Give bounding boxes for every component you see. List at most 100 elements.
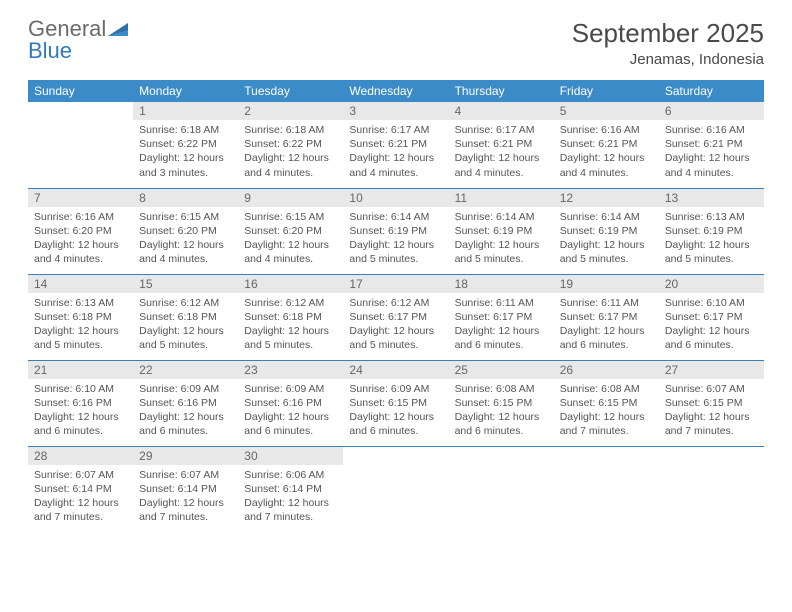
sunset-line: Sunset: 6:17 PM bbox=[455, 310, 548, 324]
weekday-header: Thursday bbox=[449, 80, 554, 102]
daylight-line: Daylight: 12 hours and 6 minutes. bbox=[560, 324, 653, 352]
day-data: Sunrise: 6:11 AMSunset: 6:17 PMDaylight:… bbox=[554, 293, 659, 359]
day-number: 26 bbox=[554, 361, 659, 379]
day-data: Sunrise: 6:09 AMSunset: 6:16 PMDaylight:… bbox=[238, 379, 343, 445]
sunrise-line: Sunrise: 6:16 AM bbox=[665, 123, 758, 137]
sunrise-line: Sunrise: 6:14 AM bbox=[455, 210, 548, 224]
calendar-day-cell: 19Sunrise: 6:11 AMSunset: 6:17 PMDayligh… bbox=[554, 274, 659, 360]
sunrise-line: Sunrise: 6:14 AM bbox=[349, 210, 442, 224]
day-number: 25 bbox=[449, 361, 554, 379]
daylight-line: Daylight: 12 hours and 7 minutes. bbox=[665, 410, 758, 438]
calendar-day-cell: 7Sunrise: 6:16 AMSunset: 6:20 PMDaylight… bbox=[28, 188, 133, 274]
sunrise-line: Sunrise: 6:07 AM bbox=[665, 382, 758, 396]
day-data: Sunrise: 6:12 AMSunset: 6:18 PMDaylight:… bbox=[238, 293, 343, 359]
sunrise-line: Sunrise: 6:15 AM bbox=[139, 210, 232, 224]
weekday-header: Wednesday bbox=[343, 80, 448, 102]
sunrise-line: Sunrise: 6:18 AM bbox=[139, 123, 232, 137]
sunset-line: Sunset: 6:18 PM bbox=[139, 310, 232, 324]
sunset-line: Sunset: 6:15 PM bbox=[455, 396, 548, 410]
calendar-table: Sunday Monday Tuesday Wednesday Thursday… bbox=[28, 80, 764, 532]
calendar-day-cell: 27Sunrise: 6:07 AMSunset: 6:15 PMDayligh… bbox=[659, 360, 764, 446]
daylight-line: Daylight: 12 hours and 5 minutes. bbox=[349, 324, 442, 352]
sunset-line: Sunset: 6:17 PM bbox=[665, 310, 758, 324]
weekday-header: Sunday bbox=[28, 80, 133, 102]
day-data: Sunrise: 6:16 AMSunset: 6:21 PMDaylight:… bbox=[554, 120, 659, 186]
sunrise-line: Sunrise: 6:17 AM bbox=[455, 123, 548, 137]
daylight-line: Daylight: 12 hours and 6 minutes. bbox=[455, 324, 548, 352]
calendar-day-cell: 12Sunrise: 6:14 AMSunset: 6:19 PMDayligh… bbox=[554, 188, 659, 274]
calendar-day-cell: 22Sunrise: 6:09 AMSunset: 6:16 PMDayligh… bbox=[133, 360, 238, 446]
sunrise-line: Sunrise: 6:11 AM bbox=[455, 296, 548, 310]
day-number: 17 bbox=[343, 275, 448, 293]
sunrise-line: Sunrise: 6:09 AM bbox=[244, 382, 337, 396]
sunset-line: Sunset: 6:18 PM bbox=[34, 310, 127, 324]
daylight-line: Daylight: 12 hours and 5 minutes. bbox=[455, 238, 548, 266]
sunrise-line: Sunrise: 6:11 AM bbox=[560, 296, 653, 310]
day-number: 10 bbox=[343, 189, 448, 207]
sunrise-line: Sunrise: 6:14 AM bbox=[560, 210, 653, 224]
calendar-day-cell: 13Sunrise: 6:13 AMSunset: 6:19 PMDayligh… bbox=[659, 188, 764, 274]
day-data: Sunrise: 6:09 AMSunset: 6:16 PMDaylight:… bbox=[133, 379, 238, 445]
calendar-day-cell bbox=[659, 446, 764, 532]
day-data: Sunrise: 6:12 AMSunset: 6:17 PMDaylight:… bbox=[343, 293, 448, 359]
day-data: Sunrise: 6:17 AMSunset: 6:21 PMDaylight:… bbox=[449, 120, 554, 186]
daylight-line: Daylight: 12 hours and 7 minutes. bbox=[139, 496, 232, 524]
day-number: 6 bbox=[659, 102, 764, 120]
calendar-day-cell: 9Sunrise: 6:15 AMSunset: 6:20 PMDaylight… bbox=[238, 188, 343, 274]
calendar-day-cell: 2Sunrise: 6:18 AMSunset: 6:22 PMDaylight… bbox=[238, 102, 343, 188]
day-number: 22 bbox=[133, 361, 238, 379]
daylight-line: Daylight: 12 hours and 6 minutes. bbox=[665, 324, 758, 352]
sunset-line: Sunset: 6:22 PM bbox=[139, 137, 232, 151]
weekday-header: Friday bbox=[554, 80, 659, 102]
day-data: Sunrise: 6:17 AMSunset: 6:21 PMDaylight:… bbox=[343, 120, 448, 186]
sunset-line: Sunset: 6:21 PM bbox=[665, 137, 758, 151]
sunset-line: Sunset: 6:20 PM bbox=[34, 224, 127, 238]
day-number: 20 bbox=[659, 275, 764, 293]
daylight-line: Daylight: 12 hours and 5 minutes. bbox=[244, 324, 337, 352]
calendar-day-cell: 28Sunrise: 6:07 AMSunset: 6:14 PMDayligh… bbox=[28, 446, 133, 532]
sunrise-line: Sunrise: 6:07 AM bbox=[34, 468, 127, 482]
sunset-line: Sunset: 6:19 PM bbox=[560, 224, 653, 238]
daylight-line: Daylight: 12 hours and 5 minutes. bbox=[349, 238, 442, 266]
sunrise-line: Sunrise: 6:10 AM bbox=[34, 382, 127, 396]
day-data: Sunrise: 6:16 AMSunset: 6:21 PMDaylight:… bbox=[659, 120, 764, 186]
day-number: 21 bbox=[28, 361, 133, 379]
sunset-line: Sunset: 6:21 PM bbox=[455, 137, 548, 151]
calendar-day-cell: 18Sunrise: 6:11 AMSunset: 6:17 PMDayligh… bbox=[449, 274, 554, 360]
day-number: 27 bbox=[659, 361, 764, 379]
daylight-line: Daylight: 12 hours and 7 minutes. bbox=[34, 496, 127, 524]
calendar-week-row: 14Sunrise: 6:13 AMSunset: 6:18 PMDayligh… bbox=[28, 274, 764, 360]
day-number: 9 bbox=[238, 189, 343, 207]
day-data: Sunrise: 6:07 AMSunset: 6:14 PMDaylight:… bbox=[28, 465, 133, 531]
day-number: 8 bbox=[133, 189, 238, 207]
calendar-day-cell: 29Sunrise: 6:07 AMSunset: 6:14 PMDayligh… bbox=[133, 446, 238, 532]
day-number: 19 bbox=[554, 275, 659, 293]
sunrise-line: Sunrise: 6:12 AM bbox=[244, 296, 337, 310]
calendar-day-cell: 3Sunrise: 6:17 AMSunset: 6:21 PMDaylight… bbox=[343, 102, 448, 188]
day-number: 2 bbox=[238, 102, 343, 120]
day-number: 15 bbox=[133, 275, 238, 293]
day-number: 29 bbox=[133, 447, 238, 465]
sunrise-line: Sunrise: 6:18 AM bbox=[244, 123, 337, 137]
day-data: Sunrise: 6:16 AMSunset: 6:20 PMDaylight:… bbox=[28, 207, 133, 273]
daylight-line: Daylight: 12 hours and 6 minutes. bbox=[34, 410, 127, 438]
calendar-week-row: 1Sunrise: 6:18 AMSunset: 6:22 PMDaylight… bbox=[28, 102, 764, 188]
daylight-line: Daylight: 12 hours and 4 minutes. bbox=[244, 151, 337, 179]
sunrise-line: Sunrise: 6:06 AM bbox=[244, 468, 337, 482]
day-number: 3 bbox=[343, 102, 448, 120]
day-data: Sunrise: 6:10 AMSunset: 6:16 PMDaylight:… bbox=[28, 379, 133, 445]
sunrise-line: Sunrise: 6:07 AM bbox=[139, 468, 232, 482]
calendar-day-cell: 20Sunrise: 6:10 AMSunset: 6:17 PMDayligh… bbox=[659, 274, 764, 360]
day-data: Sunrise: 6:14 AMSunset: 6:19 PMDaylight:… bbox=[554, 207, 659, 273]
sunrise-line: Sunrise: 6:08 AM bbox=[560, 382, 653, 396]
sunrise-line: Sunrise: 6:13 AM bbox=[665, 210, 758, 224]
sunset-line: Sunset: 6:14 PM bbox=[244, 482, 337, 496]
sunrise-line: Sunrise: 6:15 AM bbox=[244, 210, 337, 224]
day-data: Sunrise: 6:14 AMSunset: 6:19 PMDaylight:… bbox=[343, 207, 448, 273]
day-number: 30 bbox=[238, 447, 343, 465]
sunset-line: Sunset: 6:19 PM bbox=[455, 224, 548, 238]
daylight-line: Daylight: 12 hours and 5 minutes. bbox=[665, 238, 758, 266]
daylight-line: Daylight: 12 hours and 4 minutes. bbox=[34, 238, 127, 266]
calendar-day-cell: 10Sunrise: 6:14 AMSunset: 6:19 PMDayligh… bbox=[343, 188, 448, 274]
day-number: 11 bbox=[449, 189, 554, 207]
